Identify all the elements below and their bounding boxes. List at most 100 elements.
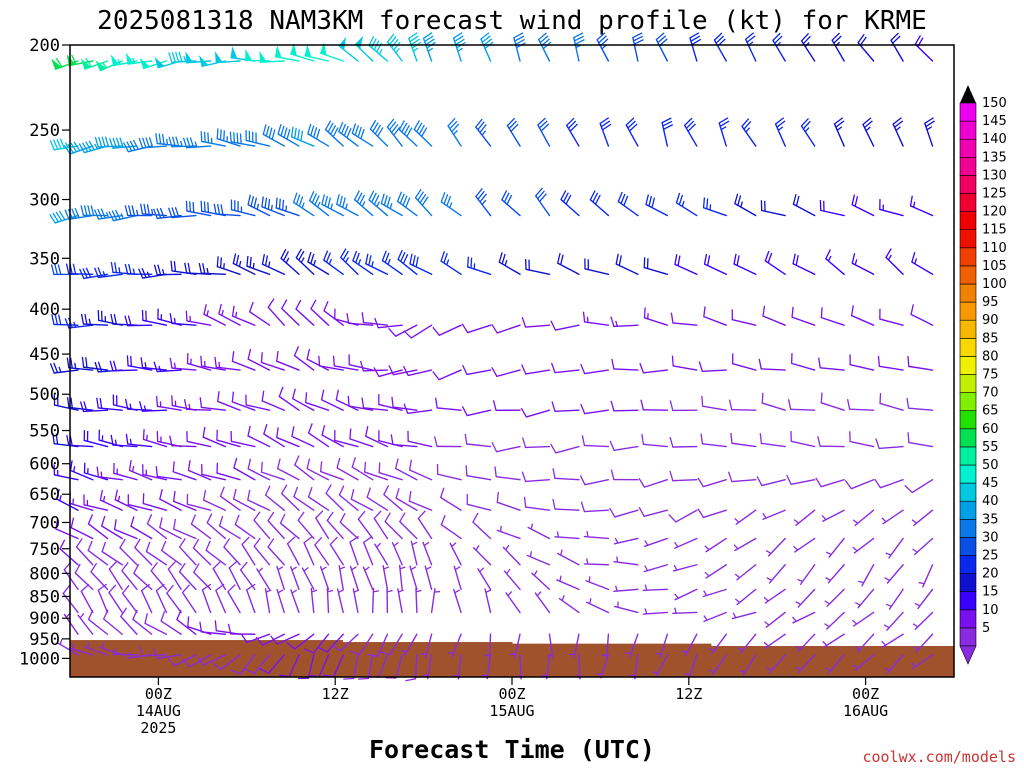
barb-staff (216, 265, 241, 275)
barb-feather (684, 117, 693, 126)
barb-feather (521, 437, 527, 448)
barb-staff (645, 203, 669, 217)
barb-feather (480, 32, 490, 40)
barb-feather (368, 35, 375, 46)
barb-staff (415, 587, 418, 614)
barb-feather (104, 136, 110, 147)
barb-feather (161, 133, 165, 145)
barb-feather (329, 536, 338, 545)
wind-barb (730, 432, 757, 448)
wind-barb (560, 190, 580, 217)
barb-feather (231, 305, 235, 317)
barb-staff (83, 439, 109, 448)
barb-half-feather (158, 365, 162, 372)
barb-pennant (66, 54, 76, 66)
barb-half-feather (914, 258, 918, 264)
wind-barb (914, 35, 934, 62)
barb-staff (819, 209, 845, 217)
barb-feather (240, 633, 248, 643)
wind-barb (385, 654, 403, 679)
wind-barb (449, 542, 462, 566)
barb-feather (538, 32, 547, 41)
barb-half-feather (865, 126, 871, 132)
wind-barb (144, 613, 168, 635)
barb-half-feather (303, 566, 309, 572)
barb-feather (625, 117, 635, 126)
barb-feather (327, 122, 334, 133)
wind-barb (317, 633, 344, 653)
barb-feather (405, 197, 411, 208)
barb-feather (79, 401, 85, 412)
wind-barb (247, 194, 271, 217)
barb-feather (153, 208, 158, 219)
barb-staff (145, 550, 168, 566)
barb-feather (141, 267, 147, 278)
barb-feather (719, 120, 730, 127)
barb-staff (293, 495, 315, 511)
barb-half-feather (223, 263, 225, 269)
wind-barb (496, 491, 521, 511)
barb-staff (280, 307, 300, 326)
wind-barb (128, 460, 153, 481)
barb-feather (159, 517, 163, 528)
barb-feather (235, 254, 240, 266)
barb-feather (167, 657, 175, 667)
barb-staff (68, 214, 94, 220)
barb-half-feather (709, 204, 712, 211)
barb-feather (159, 207, 165, 218)
barb-half-feather (561, 595, 565, 601)
wind-barb (338, 485, 359, 511)
barb-half-feather (766, 667, 772, 671)
barb-feather (120, 607, 128, 617)
barb-feather (787, 399, 792, 410)
wind-barb (49, 362, 79, 374)
barb-feather (214, 356, 217, 368)
barb-half-feather (851, 619, 857, 625)
barb-staff (230, 141, 256, 147)
barb-feather (706, 255, 711, 266)
barb-staff (156, 142, 182, 147)
wind-barb (281, 484, 300, 511)
credit-link[interactable]: coolwx.com/models (862, 748, 1016, 766)
barb-staff (674, 263, 698, 275)
barb-staff (307, 261, 330, 275)
wind-barb (537, 117, 551, 147)
wind-barb (325, 484, 344, 511)
barb-staff (672, 564, 698, 572)
barb-feather (219, 486, 225, 497)
barb-feather (57, 264, 62, 275)
barb-half-feather (321, 566, 327, 571)
barb-half-feather (765, 549, 772, 554)
barb-staff (643, 537, 669, 548)
barb-feather (187, 262, 191, 274)
barb-half-feather (386, 589, 393, 593)
barb-half-feather (918, 581, 925, 585)
barb-feather (247, 458, 252, 469)
colorbar-swatch (959, 319, 977, 339)
barb-staff (583, 369, 610, 375)
barb-half-feather (265, 589, 272, 593)
barb-staff (741, 125, 757, 147)
barb-feather (336, 457, 341, 469)
barb-staff (247, 204, 271, 217)
barb-feather (648, 195, 653, 207)
barb-half-feather (345, 203, 348, 210)
wind-barb (391, 541, 403, 566)
barb-staff (672, 479, 698, 482)
barb-staff (307, 133, 330, 147)
barb-half-feather (854, 601, 861, 606)
barb-half-feather (73, 321, 77, 328)
barb-feather (97, 361, 103, 372)
barb-feather (233, 132, 236, 143)
barb-half-feather (854, 259, 858, 266)
barb-half-feather (763, 641, 769, 647)
barb-staff (256, 568, 271, 591)
barb-staff (339, 633, 359, 652)
wind-barb (822, 633, 845, 648)
barb-feather (155, 466, 159, 477)
colorbar-label: 55 (982, 440, 999, 455)
barb-feather (351, 457, 357, 468)
wind-barb (138, 401, 168, 412)
barb-staff (800, 125, 816, 147)
